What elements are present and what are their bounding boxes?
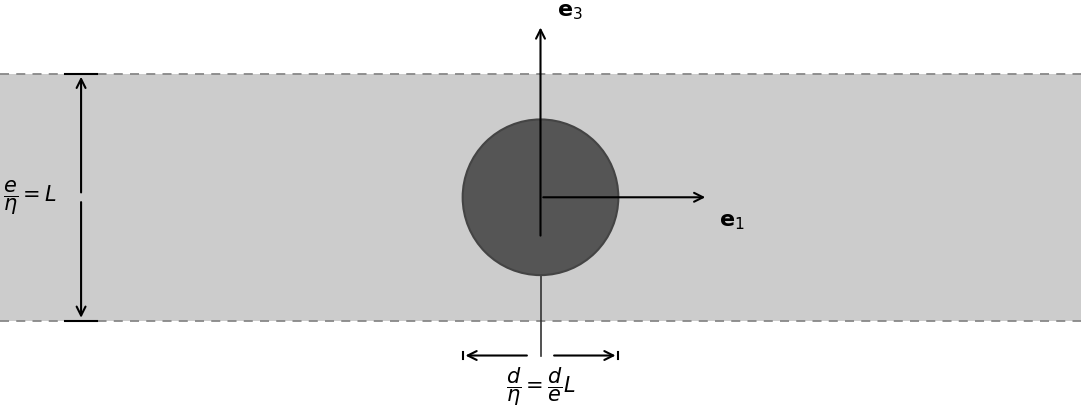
Bar xyxy=(0,74,1081,321)
Text: $\mathbf{e}_3$: $\mathbf{e}_3$ xyxy=(557,2,583,22)
Ellipse shape xyxy=(463,120,618,275)
Text: $\dfrac{e}{\eta}=L$: $\dfrac{e}{\eta}=L$ xyxy=(3,178,57,217)
Text: $\dfrac{d}{\eta}=\dfrac{d}{e}L$: $\dfrac{d}{\eta}=\dfrac{d}{e}L$ xyxy=(506,365,575,408)
Text: $\mathbf{e}_1$: $\mathbf{e}_1$ xyxy=(719,212,745,232)
